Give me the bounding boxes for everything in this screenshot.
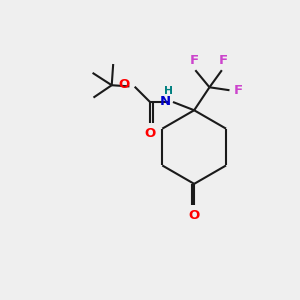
Text: O: O bbox=[144, 127, 156, 140]
Text: O: O bbox=[188, 209, 200, 223]
Text: H: H bbox=[164, 85, 173, 95]
Text: F: F bbox=[218, 54, 228, 67]
Text: O: O bbox=[119, 78, 130, 91]
Text: F: F bbox=[190, 54, 199, 67]
Text: N: N bbox=[160, 94, 171, 108]
Text: F: F bbox=[234, 84, 243, 97]
